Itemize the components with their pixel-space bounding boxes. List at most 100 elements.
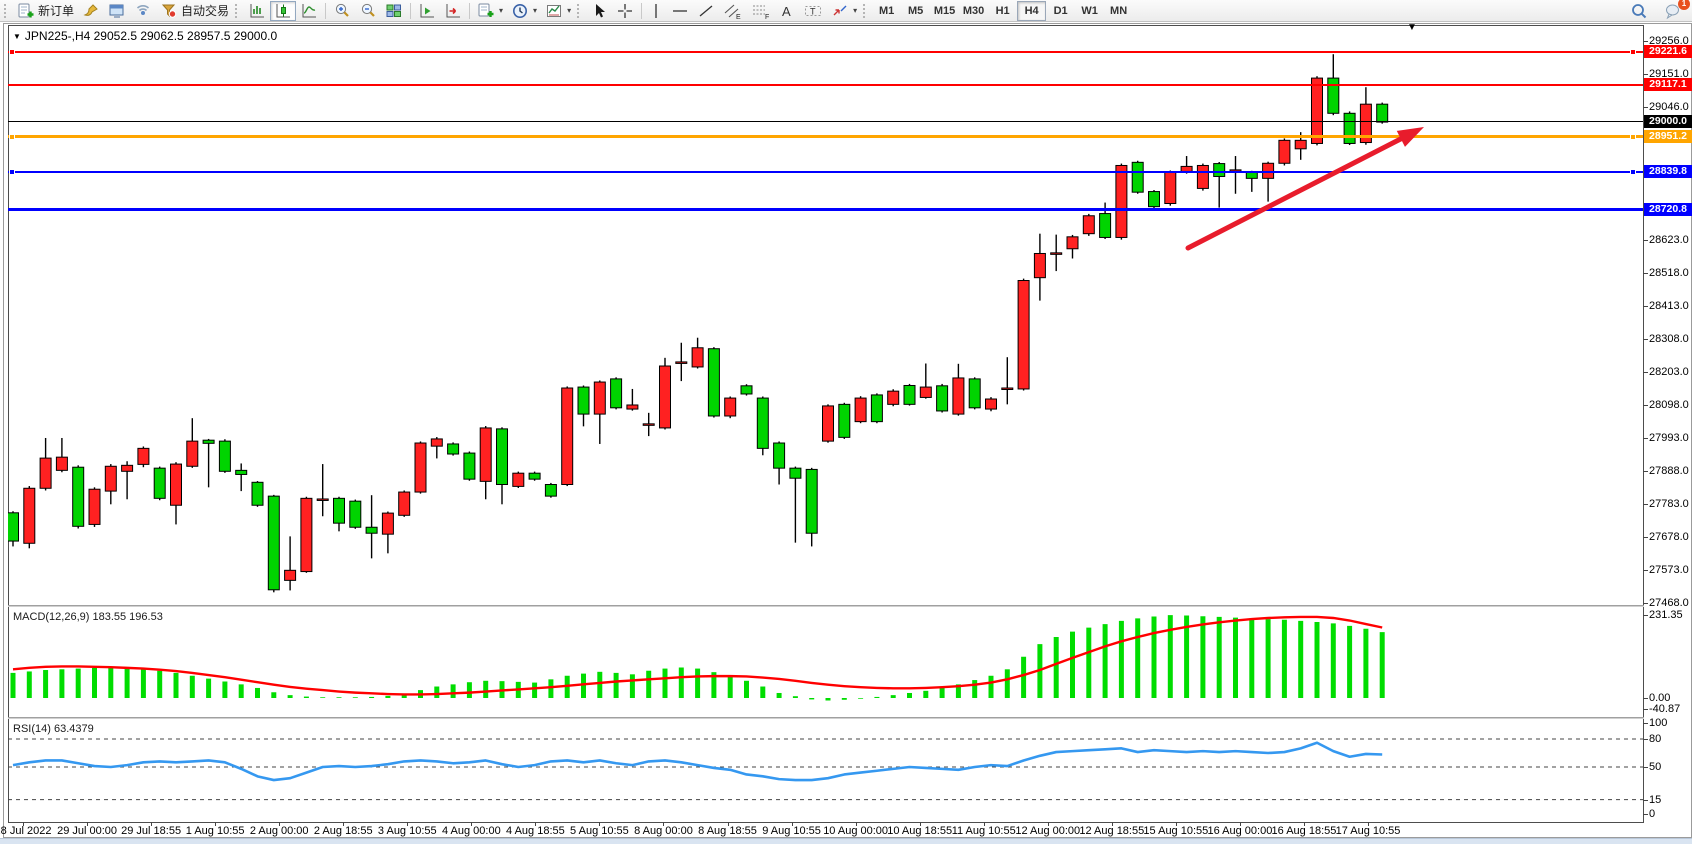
timeframe-button-w1[interactable]: W1 [1075,1,1104,21]
signals-button[interactable] [130,1,156,21]
indicators-button[interactable]: ▾ [473,1,507,21]
chart-type-group [244,0,322,22]
search-button[interactable] [1626,1,1652,21]
dropdown-caret-icon: ▾ [567,6,572,15]
price-axis-label: 29046.0 [1649,101,1689,113]
price-axis-label: 27993.0 [1649,431,1689,444]
price-axis-label: 28098.0 [1649,398,1689,411]
group-handle [863,3,868,18]
new-order-button[interactable]: 新订单 [13,1,78,21]
price-axis-tick [1643,437,1648,439]
candlestick-chart-button[interactable] [270,0,297,21]
time-axis-label: 10 Aug 18:55 [887,825,953,837]
text-label-icon: T [803,2,823,20]
panel-separator-macd[interactable] [8,605,1644,607]
timeframe-button-d1[interactable]: D1 [1046,1,1075,21]
line-chart-icon [300,2,318,20]
timeframe-button-h1[interactable]: H1 [988,1,1017,21]
trendline-button[interactable] [693,1,719,21]
notifications-button[interactable]: 1 [1660,0,1690,21]
timeframe-button-h4[interactable]: H4 [1017,0,1047,21]
chart-border [8,25,1643,26]
dropdown-caret-icon: ▾ [533,6,538,15]
rsi-plot[interactable] [8,719,1643,822]
price-axis-tick [1643,338,1648,340]
time-axis-label: 12 Aug 00:00 [1015,825,1081,837]
timeframe-group: M1 M5 M15 M30 H1 H4 D1 W1 MN [872,0,1133,22]
time-axis-label: 12 Aug 18:55 [1079,825,1145,837]
time-axis-label: 29 Jul 18:55 [121,825,182,837]
symbol-dropdown-icon[interactable]: ▼ [13,32,21,41]
line-handle[interactable] [1630,168,1636,175]
horizontal-line-29221.6[interactable] [8,50,1643,53]
line-handle[interactable] [9,168,15,175]
price-axis-label: 28518.0 [1649,266,1689,279]
line-chart-button[interactable] [296,1,322,21]
time-axis-label: 9 Aug 10:55 [762,825,821,837]
time-axis-tick [1047,822,1049,826]
line-handle[interactable] [1630,48,1636,55]
zoom-out-icon [359,2,377,20]
horizontal-line-29000.0[interactable] [8,120,1643,122]
zoom-out-button[interactable] [355,1,381,21]
time-axis-tick [1303,822,1305,826]
time-axis-label: 8 Aug 00:00 [634,825,693,837]
chart-shift-marker-icon[interactable]: ▼ [1407,22,1417,33]
cursor-group [586,0,638,22]
templates-button[interactable]: ▾ [541,1,575,21]
price-axis-tick [1643,503,1648,505]
price-axis-label: 27573.0 [1649,563,1689,576]
scroll-group [414,0,466,22]
crosshair-button[interactable] [612,1,638,21]
bar-chart-button[interactable] [244,1,270,21]
line-handle[interactable] [9,48,15,55]
rsi-axis-label: 100 [1649,717,1668,729]
zoom-in-button[interactable] [329,1,355,21]
text-button[interactable]: A [775,1,799,21]
timeframe-button-m1[interactable]: M1 [872,1,901,21]
time-axis-label: 28 Jul 2022 [0,825,52,837]
macd-plot[interactable] [8,607,1643,717]
macd-label: MACD(12,26,9) 183.55 196.53 [13,611,163,623]
price-axis-label: 29151.0 [1649,68,1689,80]
line-handle[interactable] [1630,133,1636,140]
periods-button[interactable]: ▾ [507,1,541,21]
favorites-button[interactable] [78,1,104,21]
vertical-line-button[interactable] [645,1,667,21]
rsi-axis-label: 50 [1649,761,1662,773]
horizontal-line-28720.8[interactable] [8,207,1643,211]
crosshair-icon [616,2,634,20]
auto-scroll-button[interactable] [414,1,440,21]
horizontal-line-28839.8[interactable] [8,170,1643,173]
chart-shift-icon [444,2,462,20]
time-axis-label: 16 Aug 00:00 [1207,825,1273,837]
signals-icon [134,2,152,20]
auto-trading-button[interactable]: 自动交易 [156,1,233,21]
arrows-button[interactable]: ▾ [827,1,861,21]
time-axis-tick [855,822,857,826]
time-axis-tick [535,822,537,826]
price-axis-label: 29256.0 [1649,35,1689,47]
horizontal-line-28951.2[interactable] [8,135,1643,139]
price-axis-label: 28203.0 [1649,365,1689,378]
horizontal-line-29117.1[interactable] [8,83,1643,86]
price-axis-label: 28413.0 [1649,299,1689,312]
text-icon: A [779,2,795,20]
tile-windows-button[interactable] [381,1,407,21]
horizontal-line-button[interactable] [667,1,693,21]
cursor-button[interactable] [586,1,612,21]
chart-shift-button[interactable] [440,1,466,21]
timeframe-button-m30[interactable]: M30 [959,1,988,21]
dropdown-caret-icon: ▾ [499,6,504,15]
fibonacci-button[interactable]: F [747,1,775,21]
profiles-button[interactable] [104,1,130,21]
timeframe-button-m5[interactable]: M5 [901,1,930,21]
panel-separator-rsi[interactable] [8,717,1644,719]
text-label-button[interactable]: T [799,1,827,21]
equidistant-channel-button[interactable]: E [719,1,747,21]
timeframe-button-mn[interactable]: MN [1104,1,1133,21]
timeframe-button-m15[interactable]: M15 [930,1,959,21]
line-handle[interactable] [9,133,15,140]
main-chart-plot[interactable] [8,25,1643,605]
